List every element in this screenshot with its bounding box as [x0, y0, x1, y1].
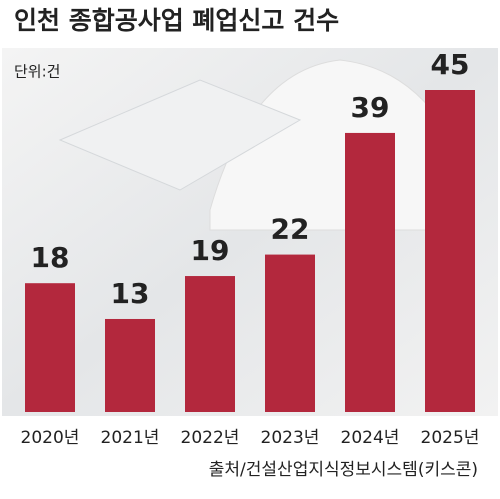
x-tick-label: 2020년 — [21, 428, 80, 448]
value-label: 18 — [31, 241, 70, 274]
bar — [425, 90, 475, 412]
source-note: 출처/건설산업지식정보시스템(키스콘) — [209, 460, 478, 480]
value-label: 13 — [111, 277, 150, 310]
value-label: 19 — [191, 234, 230, 267]
x-tick-label: 2021년 — [101, 428, 160, 448]
bar — [265, 254, 315, 412]
blueprint-decoration — [58, 79, 302, 191]
bar — [105, 318, 155, 412]
value-label: 39 — [351, 91, 390, 124]
value-label: 22 — [271, 213, 310, 246]
chart-title: 인천 종합공사업 폐업신고 건수 — [14, 6, 339, 35]
bar — [25, 283, 75, 412]
value-label: 45 — [431, 48, 470, 81]
bar — [345, 132, 395, 412]
x-tick-label: 2025년 — [421, 428, 480, 448]
x-tick-label: 2024년 — [341, 428, 400, 448]
x-tick-label: 2023년 — [261, 428, 320, 448]
bar — [185, 276, 235, 412]
unit-label: 단위:건 — [14, 63, 60, 81]
x-tick-label: 2022년 — [181, 428, 240, 448]
